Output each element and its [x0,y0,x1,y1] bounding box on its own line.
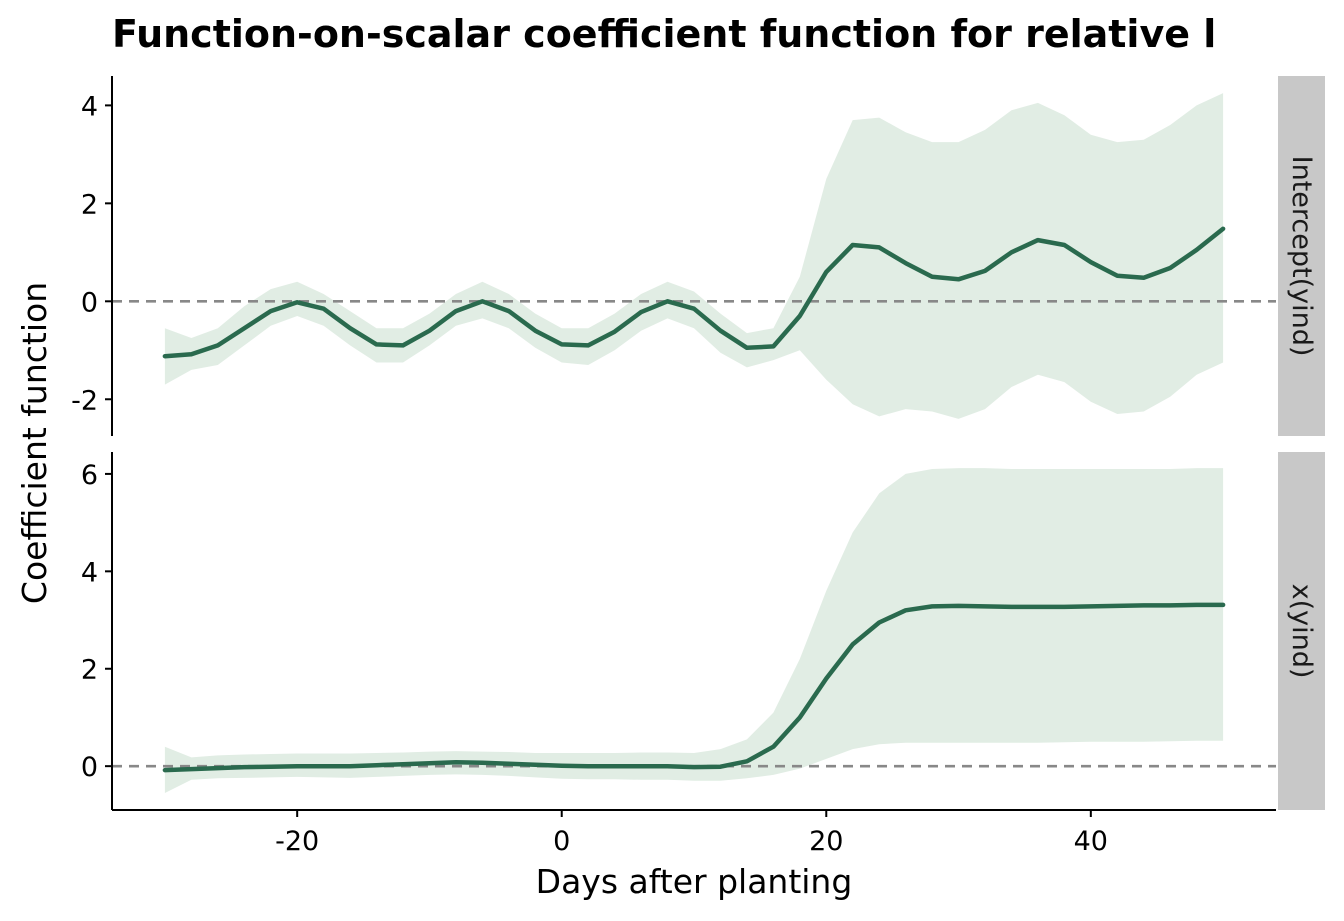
y-tick-label-2-3: 0 [81,752,98,783]
x-tick-label-2: 20 [809,826,843,857]
confidence-band-2 [164,468,1224,793]
y-tick-label-2-1: 4 [81,557,98,588]
facet-strip-2 [1278,452,1325,810]
x-axis-title: Days after planting [536,862,853,901]
confidence-band-1 [164,93,1224,419]
y-tick-label-2-2: 2 [81,655,98,686]
y-tick-label-1-0: 4 [81,91,98,122]
y-tick-label-2-0: 6 [81,460,98,491]
estimate-line-2 [162,602,1226,773]
y-tick-label-1-1: 2 [81,189,98,220]
facet-strip-label-1: Intercept(yind) [1286,156,1317,357]
x-tick-label-3: 40 [1074,826,1108,857]
y-axis-title: Coefficient function [15,282,54,604]
facet-strip-label-2: x(yind) [1286,584,1317,679]
estimate-line-1 [162,226,1226,359]
facet-strip-1 [1278,76,1325,436]
x-tick-label-1: 0 [553,826,570,857]
y-tick-label-1-3: -2 [71,385,98,416]
chart-title: Function-on-scalar coefficient function … [112,12,1217,56]
x-tick-label-0: -20 [275,826,319,857]
y-tick-label-1-2: 0 [81,287,98,318]
